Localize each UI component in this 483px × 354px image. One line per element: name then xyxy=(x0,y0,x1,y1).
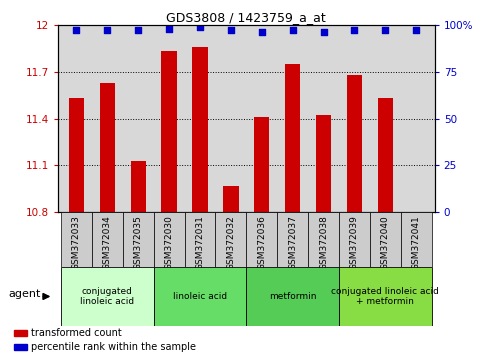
Text: GSM372035: GSM372035 xyxy=(134,215,143,270)
Text: GSM372037: GSM372037 xyxy=(288,215,297,270)
Title: GDS3808 / 1423759_a_at: GDS3808 / 1423759_a_at xyxy=(167,11,326,24)
Text: GSM372038: GSM372038 xyxy=(319,215,328,270)
Text: GSM372031: GSM372031 xyxy=(196,215,204,270)
Text: GSM372033: GSM372033 xyxy=(72,215,81,270)
Point xyxy=(412,28,420,33)
Bar xyxy=(154,212,185,267)
Bar xyxy=(185,212,215,267)
Bar xyxy=(246,267,339,326)
Bar xyxy=(99,82,115,212)
Point xyxy=(196,24,204,29)
Point xyxy=(382,28,389,33)
Text: conjugated linoleic acid
+ metformin: conjugated linoleic acid + metformin xyxy=(331,287,439,306)
Point xyxy=(134,28,142,33)
Bar xyxy=(246,212,277,267)
Bar xyxy=(92,212,123,267)
Bar xyxy=(316,115,331,212)
Bar xyxy=(347,75,362,212)
Bar xyxy=(308,212,339,267)
Bar xyxy=(223,186,239,212)
Point xyxy=(165,26,173,32)
Text: GSM372039: GSM372039 xyxy=(350,215,359,270)
Text: percentile rank within the sample: percentile rank within the sample xyxy=(31,342,197,352)
Bar xyxy=(154,267,246,326)
Bar xyxy=(215,212,246,267)
Point xyxy=(351,28,358,33)
Bar xyxy=(370,212,401,267)
Text: transformed count: transformed count xyxy=(31,328,122,338)
Bar xyxy=(192,47,208,212)
Bar xyxy=(339,212,370,267)
Text: GSM372032: GSM372032 xyxy=(227,215,235,270)
Bar xyxy=(277,212,308,267)
Bar xyxy=(254,117,270,212)
Bar xyxy=(14,330,27,336)
Bar xyxy=(123,212,154,267)
Point xyxy=(227,28,235,33)
Text: agent: agent xyxy=(9,289,41,298)
Bar xyxy=(339,267,432,326)
Text: GSM372034: GSM372034 xyxy=(103,215,112,270)
Bar xyxy=(14,344,27,350)
Text: linoleic acid: linoleic acid xyxy=(173,292,227,301)
Point xyxy=(320,29,327,35)
Text: metformin: metformin xyxy=(269,292,316,301)
Text: conjugated
linoleic acid: conjugated linoleic acid xyxy=(80,287,134,306)
Text: GSM372041: GSM372041 xyxy=(412,215,421,270)
Bar xyxy=(378,98,393,212)
Text: GSM372036: GSM372036 xyxy=(257,215,266,270)
Point xyxy=(289,28,297,33)
Bar xyxy=(285,64,300,212)
Bar xyxy=(161,51,177,212)
Bar xyxy=(61,212,92,267)
Text: GSM372040: GSM372040 xyxy=(381,215,390,270)
Point xyxy=(103,28,111,33)
Point xyxy=(258,29,266,35)
Bar xyxy=(61,267,154,326)
Bar xyxy=(69,98,84,212)
Bar xyxy=(401,212,432,267)
Text: GSM372030: GSM372030 xyxy=(165,215,173,270)
Bar xyxy=(130,161,146,212)
Point xyxy=(72,28,80,33)
